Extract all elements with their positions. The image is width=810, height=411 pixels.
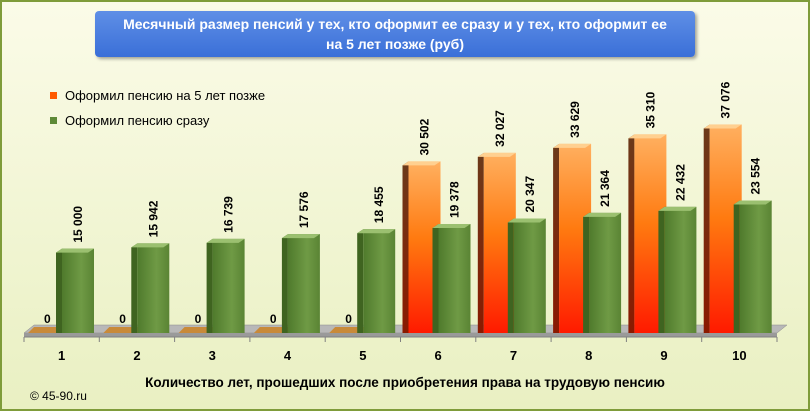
value-label-later: 0: [44, 312, 51, 326]
x-tick-label: 3: [209, 348, 216, 363]
bar-now: [212, 238, 245, 333]
bar-now-top: [432, 223, 471, 228]
bar-now-side: [432, 223, 439, 333]
bar-now-top: [507, 218, 546, 223]
x-tick-label: 10: [732, 348, 746, 363]
bar-now: [363, 229, 396, 333]
x-tick-label: 5: [359, 348, 366, 363]
bar-later-side: [553, 143, 560, 333]
legend-item-now: Оформил пенсию сразу: [50, 113, 209, 128]
bar-later-side: [703, 124, 710, 333]
value-label-now: 23 554: [749, 157, 763, 194]
bar-now-top: [733, 200, 772, 205]
legend-label-later: Оформил пенсию на 5 лет позже: [65, 88, 266, 103]
x-tick-label: 7: [510, 348, 517, 363]
bar-later-top: [703, 124, 742, 129]
bar-now-top: [131, 243, 170, 248]
x-tick-label: 8: [585, 348, 592, 363]
value-label-now: 19 378: [448, 181, 462, 218]
value-label-later: 35 310: [643, 91, 657, 128]
value-label-later: 33 629: [568, 101, 582, 138]
bar-now-top: [281, 234, 320, 239]
legend-label-now: Оформил пенсию сразу: [65, 113, 210, 128]
bar-later-side: [477, 152, 484, 333]
bar-now-side: [583, 212, 590, 333]
bar-now-top: [583, 212, 622, 217]
bar-now: [739, 200, 772, 333]
value-label-later: 30 502: [418, 118, 432, 155]
x-axis: 1 2 3 4 5 6 7 8 9 10: [23, 336, 778, 363]
value-label-later: 37 076: [719, 81, 733, 118]
chart-title-line-2: на 5 лет позже (руб): [325, 36, 464, 52]
bar-now-side: [507, 218, 514, 333]
value-label-later: 0: [270, 312, 277, 326]
bars-layer: [28, 124, 772, 333]
bar-now-side: [56, 248, 62, 333]
bar-now-top: [56, 248, 94, 253]
x-tick-label: 9: [660, 348, 667, 363]
chart-title: Месячный размер пенсий у тех, кто оформи…: [95, 11, 695, 57]
value-label-later: 0: [345, 312, 352, 326]
value-label-now: 15 000: [71, 206, 85, 243]
bar-now: [62, 248, 94, 333]
chart-floor-edge: [24, 333, 777, 337]
bar-now-top: [206, 238, 245, 243]
bar-later-side: [628, 134, 635, 333]
x-tick-label: 4: [284, 348, 292, 363]
bar-later-top: [477, 152, 516, 157]
bar-now: [589, 212, 622, 333]
x-tick-label: 1: [58, 348, 65, 363]
bar-now-side: [733, 200, 740, 333]
x-tick-label: 6: [435, 348, 442, 363]
x-axis-title: Количество лет, прошедших после приобрет…: [145, 375, 665, 390]
legend-item-later: Оформил пенсию на 5 лет позже: [50, 88, 265, 103]
value-label-now: 18 455: [372, 186, 386, 223]
bar-later-side: [402, 161, 409, 333]
legend-swatch-now: [50, 117, 57, 124]
bar-now-side: [131, 243, 138, 333]
bar-now: [664, 206, 697, 333]
bar-now: [137, 243, 170, 333]
bar-now-side: [281, 234, 288, 333]
chart-title-line-1: Месячный размер пенсий у тех, кто оформи…: [123, 16, 667, 32]
bar-now: [438, 223, 471, 333]
x-tick-label: 2: [133, 348, 140, 363]
legend-swatch-later: [50, 92, 57, 99]
value-labels-layer: 0 15 000 0 15 942 0 16 739 0 17 576 0 18 455 30 50…: [44, 81, 763, 326]
value-label-now: 15 942: [146, 200, 160, 237]
bar-later-top: [553, 143, 592, 148]
value-label-now: 22 432: [673, 164, 687, 201]
bar-now-top: [357, 229, 396, 234]
bar-later-top: [402, 161, 441, 166]
bar-now: [513, 218, 546, 333]
value-label-now: 17 576: [297, 191, 311, 228]
bar-now-side: [206, 238, 213, 333]
bar-now-top: [658, 206, 697, 211]
bar-later-top: [628, 134, 667, 139]
bar-now: [287, 234, 320, 333]
value-label-now: 16 739: [222, 196, 236, 233]
value-label-now: 21 364: [598, 170, 612, 207]
bar-now-side: [357, 229, 364, 333]
bar-now-side: [658, 206, 665, 333]
value-label-now: 20 347: [523, 176, 537, 213]
value-label-later: 0: [119, 312, 126, 326]
copyright-text: © 45-90.ru: [30, 389, 87, 403]
value-label-later: 0: [195, 312, 202, 326]
value-label-later: 32 027: [493, 110, 507, 147]
